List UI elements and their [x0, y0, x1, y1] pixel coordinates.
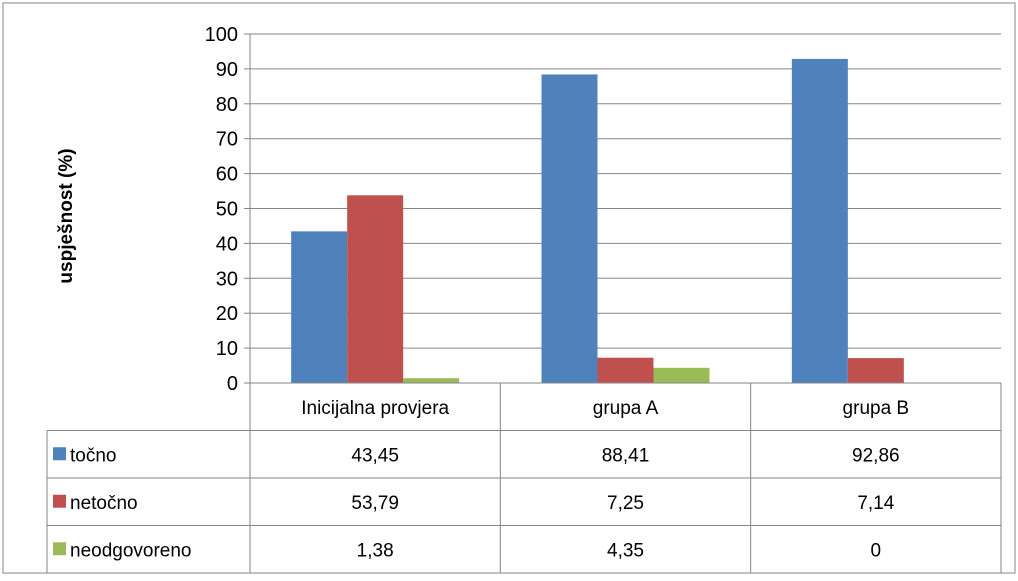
category-label: grupa B: [843, 398, 910, 419]
data-label: 43,45: [351, 445, 399, 466]
bar-tocno-inicijalna-provjera: [291, 231, 348, 383]
legend-entry: netočno: [70, 493, 138, 514]
y-tick-label: 90: [216, 59, 238, 81]
data-label: 7,25: [607, 493, 644, 514]
y-tick-label: 10: [216, 338, 238, 360]
y-tick-label: 30: [216, 268, 238, 290]
bar-netocno-inicijalna-provjera: [347, 195, 404, 383]
legend-entry: neodgovoreno: [70, 540, 192, 561]
data-label: 4,35: [607, 540, 644, 561]
bar-netocno-grupa-a: [597, 357, 654, 383]
y-tick-label: 70: [216, 129, 238, 151]
y-tick-label: 0: [227, 373, 238, 395]
category-label: Inicijalna provjera: [301, 398, 449, 419]
data-label: 88,41: [602, 445, 650, 466]
bar-netocno-grupa-b: [847, 358, 904, 383]
data-label: 92,86: [852, 445, 900, 466]
y-tick-label: 40: [216, 233, 238, 255]
bar-neodgovoreno-inicijalna-provjera: [403, 378, 460, 383]
category-label: grupa A: [593, 398, 659, 419]
y-axis-label: uspješnost (%): [56, 148, 77, 283]
bar-tocno-grupa-a: [541, 74, 598, 383]
y-tick-label: 60: [216, 164, 238, 186]
data-label: 7,14: [857, 493, 894, 514]
y-tick-label: 100: [205, 24, 238, 46]
bar-tocno-grupa-b: [791, 58, 848, 383]
data-label: 53,79: [351, 493, 399, 514]
y-tick-label: 50: [216, 199, 238, 221]
legend-key-tocno: [53, 447, 66, 461]
data-label: 1,38: [357, 540, 394, 561]
legend-entry: točno: [70, 445, 116, 466]
data-label: 0: [871, 540, 882, 561]
legend-key-neodgovoreno: [53, 542, 66, 556]
y-tick-label: 20: [216, 303, 238, 325]
legend-key-netocno: [53, 494, 66, 508]
bar-neodgovoreno-grupa-a: [653, 367, 710, 383]
y-tick-label: 80: [216, 94, 238, 116]
